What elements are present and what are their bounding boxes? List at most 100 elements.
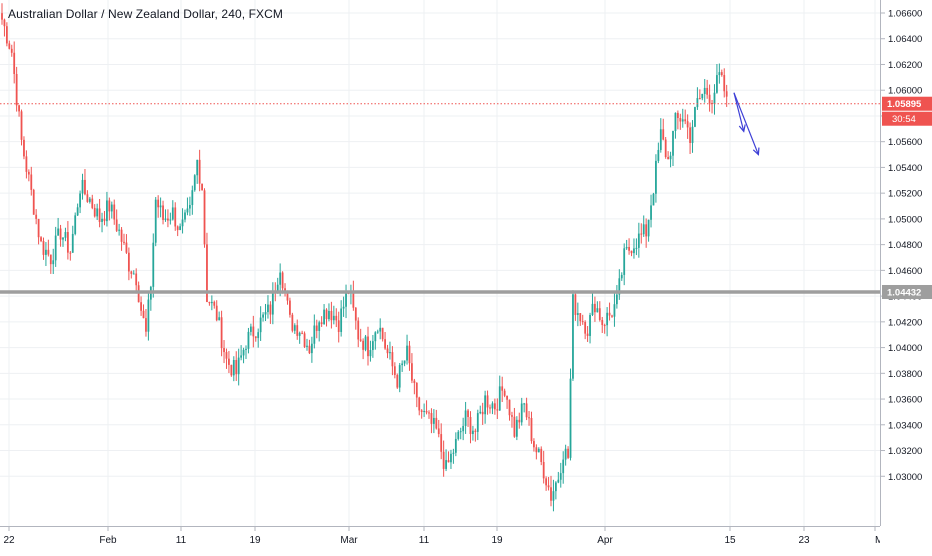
- candle: [506, 395, 508, 409]
- candle: [169, 212, 172, 225]
- candle: [694, 106, 696, 128]
- candle: [350, 284, 352, 305]
- arrow-drawing[interactable]: [733, 92, 760, 156]
- candle: [218, 311, 221, 321]
- candle: [96, 203, 99, 220]
- candle: [257, 328, 260, 348]
- candle: [308, 339, 311, 355]
- candle: [247, 327, 250, 354]
- candle: [562, 451, 565, 484]
- candle: [374, 331, 377, 350]
- price-tick-label: 1.04200: [888, 317, 922, 328]
- candle: [10, 44, 13, 57]
- candle: [428, 410, 430, 419]
- candle: [467, 408, 469, 427]
- candle: [525, 397, 528, 421]
- candle: [142, 304, 145, 319]
- candle: [452, 448, 455, 464]
- candle: [645, 218, 648, 248]
- candle: [306, 338, 308, 351]
- candle: [223, 340, 225, 364]
- chart-pane[interactable]: Australian Dollar / New Zealand Dollar, …: [0, 0, 880, 526]
- candle: [535, 444, 538, 460]
- candle: [508, 399, 511, 421]
- candle: [110, 201, 113, 219]
- candle: [440, 423, 443, 460]
- candle: [340, 300, 343, 337]
- candle: [20, 109, 23, 146]
- candle: [147, 291, 150, 341]
- candle: [25, 150, 28, 179]
- candle: [489, 404, 491, 414]
- candle: [569, 368, 572, 461]
- candle: [501, 376, 504, 403]
- time-tick-label: 15: [724, 535, 736, 546]
- candle: [474, 428, 477, 442]
- candle: [284, 283, 286, 297]
- candle: [337, 311, 340, 343]
- time-tick-label: Apr: [597, 535, 613, 546]
- candle: [498, 375, 501, 411]
- candle: [659, 118, 662, 153]
- candle: [47, 239, 50, 257]
- candle: [35, 209, 38, 225]
- candle: [689, 122, 691, 155]
- candle: [662, 118, 665, 141]
- candle: [554, 481, 557, 500]
- candle: [32, 188, 35, 215]
- candle: [18, 104, 20, 117]
- candle: [696, 87, 699, 110]
- candle: [252, 315, 255, 348]
- candle: [691, 120, 694, 153]
- candle: [716, 63, 718, 94]
- candle: [393, 362, 396, 379]
- candle: [657, 142, 660, 164]
- candle: [447, 451, 450, 463]
- candle: [37, 218, 40, 245]
- candle: [435, 409, 438, 430]
- candle: [618, 269, 621, 300]
- price-axis[interactable]: 1.066001.064001.062001.060001.058001.056…: [880, 0, 932, 526]
- candle: [376, 329, 379, 334]
- candlestick-chart: [0, 0, 880, 526]
- candle: [215, 300, 218, 322]
- candle: [613, 293, 616, 327]
- candle: [655, 154, 657, 203]
- candle: [623, 243, 626, 286]
- time-axis[interactable]: 22 Feb 11 19 Mar 11 19 Apr 15 23 Ma: [0, 526, 889, 551]
- candle: [411, 353, 413, 384]
- candle: [167, 209, 169, 228]
- candle: [245, 345, 247, 360]
- candle: [630, 250, 633, 257]
- candle: [123, 233, 125, 245]
- candle: [108, 197, 111, 221]
- candle: [264, 303, 267, 322]
- candle: [418, 396, 421, 416]
- candle: [225, 348, 228, 369]
- candle: [528, 410, 530, 426]
- candle: [472, 425, 474, 441]
- candle: [149, 285, 152, 311]
- candle: [154, 197, 157, 247]
- candle: [332, 305, 335, 325]
- candle: [462, 417, 465, 441]
- candle: [454, 432, 457, 457]
- candle: [13, 41, 16, 84]
- candle: [398, 363, 401, 393]
- candle: [503, 388, 506, 398]
- arrow-drawing[interactable]: [733, 92, 746, 133]
- candle: [127, 247, 130, 281]
- candle: [130, 270, 133, 279]
- candle: [328, 303, 330, 322]
- candle: [640, 223, 643, 244]
- candle: [493, 398, 496, 415]
- candle: [667, 151, 670, 160]
- candle: [415, 382, 418, 408]
- candle: [637, 222, 640, 258]
- candle: [686, 114, 689, 139]
- candle: [325, 308, 328, 327]
- candle: [301, 330, 304, 335]
- candle: [703, 79, 706, 103]
- candle: [557, 471, 560, 484]
- candle: [298, 331, 301, 344]
